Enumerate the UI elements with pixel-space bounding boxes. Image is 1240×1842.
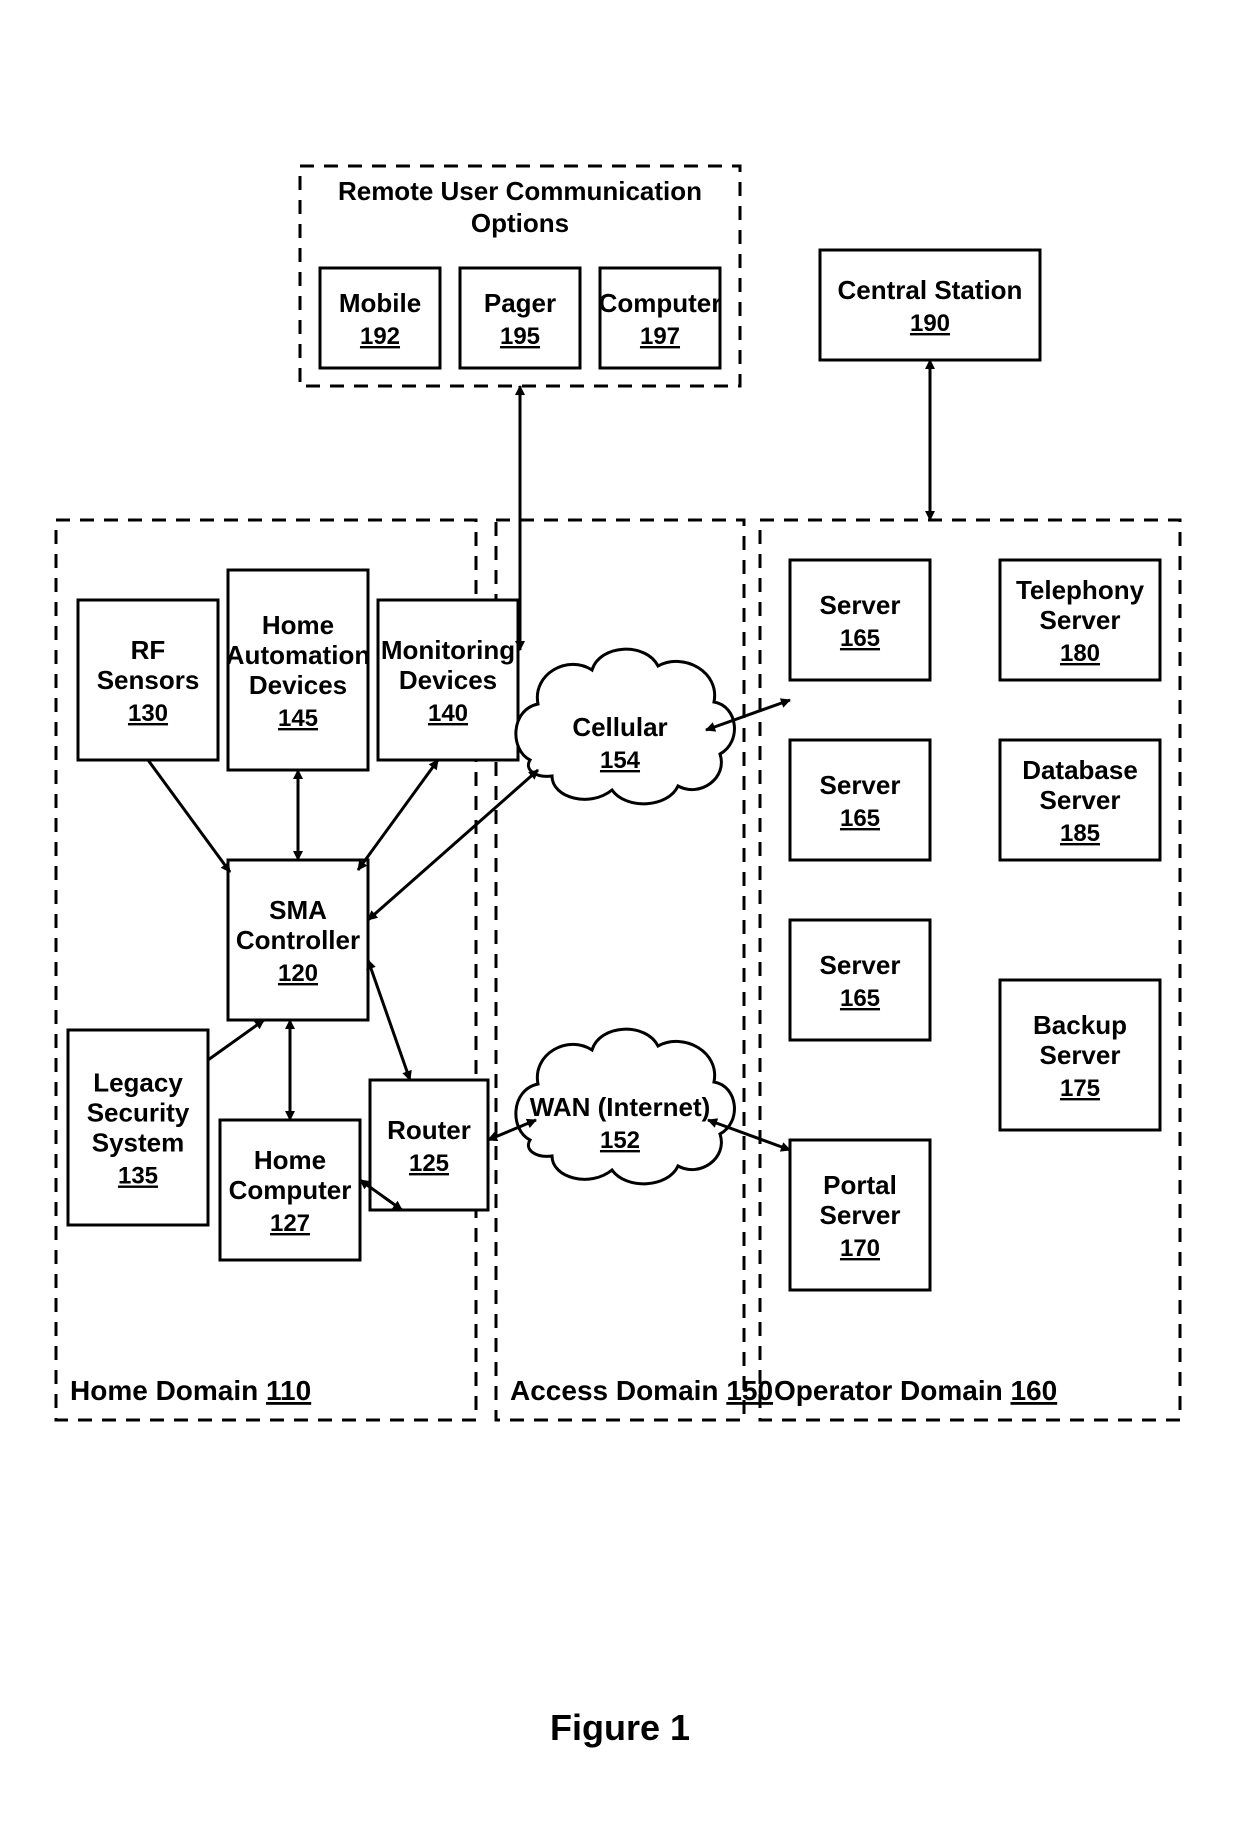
server-2-num: 165 — [840, 805, 880, 832]
sma-controller-num: 120 — [278, 960, 318, 987]
mobile-label: Mobile — [339, 288, 421, 318]
server-3-num: 165 — [840, 985, 880, 1012]
backup-server-num: 175 — [1060, 1075, 1100, 1102]
router-label: Router — [387, 1115, 471, 1145]
database-server-label: Server — [1040, 785, 1121, 815]
home-automation-devices-label: Automation — [226, 640, 370, 670]
mobile-num: 192 — [360, 323, 400, 350]
telephony-server-label: Telephony — [1016, 575, 1145, 605]
server-1 — [790, 560, 930, 680]
portal-server-num: 170 — [840, 1235, 880, 1262]
monitoring-devices-label: Devices — [399, 665, 497, 695]
wan-cloud-num: 152 — [600, 1127, 640, 1154]
wan-cloud-label: WAN (Internet) — [530, 1092, 711, 1122]
mobile — [320, 268, 440, 368]
monitoring-devices-label: Monitoring — [381, 635, 515, 665]
rf-sensors-label: Sensors — [97, 665, 200, 695]
sma-controller-label: SMA — [269, 895, 327, 925]
database-server-label: Database — [1022, 755, 1138, 785]
pager — [460, 268, 580, 368]
domain-label: Home Domain 110 — [70, 1375, 311, 1406]
legacy-security-system-label: Security — [87, 1098, 190, 1128]
system-diagram: Home Domain 110 Access Domain 150Operator… — [0, 0, 1240, 1842]
backup-server-label: Server — [1040, 1040, 1121, 1070]
connector — [368, 770, 538, 920]
pager-label: Pager — [484, 288, 556, 318]
home-automation-devices-label: Home — [262, 610, 334, 640]
connector — [358, 760, 438, 870]
home-computer-label: Home — [254, 1145, 326, 1175]
central-station-num: 190 — [910, 310, 950, 337]
connector — [368, 960, 410, 1080]
pager-num: 195 — [500, 323, 540, 350]
home-computer-num: 127 — [270, 1210, 310, 1237]
monitoring-devices-num: 140 — [428, 700, 468, 727]
remote-title-2: Options — [471, 208, 569, 238]
router-num: 125 — [409, 1150, 449, 1177]
figure-label: Figure 1 — [550, 1707, 690, 1748]
remote-title-1: Remote User Communication — [338, 176, 702, 206]
central-station-label: Central Station — [838, 275, 1023, 305]
portal-server-label: Server — [820, 1200, 901, 1230]
rf-sensors-label: RF — [131, 635, 166, 665]
server-3 — [790, 920, 930, 1040]
connector — [208, 1020, 264, 1060]
computer-label: Computer — [599, 288, 722, 318]
telephony-server-num: 180 — [1060, 640, 1100, 667]
rf-sensors-num: 130 — [128, 700, 168, 727]
server-1-num: 165 — [840, 625, 880, 652]
computer-num: 197 — [640, 323, 680, 350]
server-2-label: Server — [820, 770, 901, 800]
database-server-num: 185 — [1060, 820, 1100, 847]
home-automation-devices-label: Devices — [249, 670, 347, 700]
server-2 — [790, 740, 930, 860]
connector — [148, 760, 230, 872]
legacy-security-system-label: System — [92, 1128, 185, 1158]
domain-label: Access Domain 150 — [510, 1375, 773, 1406]
legacy-security-system-num: 135 — [118, 1163, 158, 1190]
server-1-label: Server — [820, 590, 901, 620]
telephony-server-label: Server — [1040, 605, 1121, 635]
router — [370, 1080, 488, 1210]
portal-server-label: Portal — [823, 1170, 897, 1200]
home-computer-label: Computer — [229, 1175, 352, 1205]
server-3-label: Server — [820, 950, 901, 980]
domain-label: Operator Domain 160 — [774, 1375, 1057, 1406]
cellular-cloud-num: 154 — [600, 747, 641, 774]
home-automation-devices-num: 145 — [278, 705, 318, 732]
central-station — [820, 250, 1040, 360]
computer — [600, 268, 720, 368]
legacy-security-system-label: Legacy — [93, 1068, 183, 1098]
sma-controller-label: Controller — [236, 925, 360, 955]
backup-server-label: Backup — [1033, 1010, 1127, 1040]
cellular-cloud-label: Cellular — [572, 712, 667, 742]
